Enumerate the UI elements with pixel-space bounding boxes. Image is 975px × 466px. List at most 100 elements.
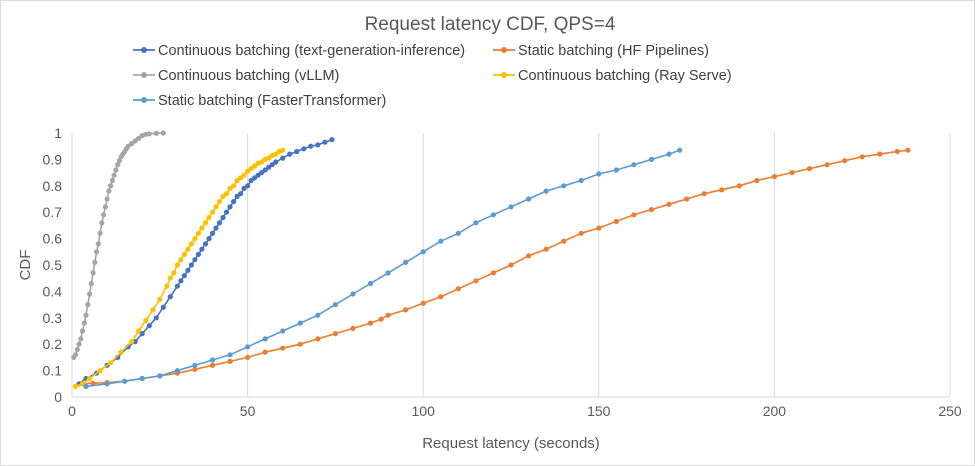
- legend-swatch-marker: [501, 72, 507, 78]
- data-point: [99, 220, 105, 226]
- data-point: [859, 154, 865, 160]
- data-point: [157, 296, 163, 302]
- data-point: [684, 196, 690, 202]
- data-point: [206, 236, 212, 242]
- data-point: [561, 238, 567, 244]
- data-point: [136, 135, 142, 141]
- data-point: [174, 368, 180, 374]
- legend-label: Continuous batching (text-generation-inf…: [158, 43, 465, 59]
- data-point: [297, 341, 303, 347]
- data-point: [181, 251, 187, 257]
- legend-swatch-marker: [141, 97, 147, 103]
- data-point: [185, 246, 191, 252]
- data-point: [315, 142, 321, 148]
- data-point: [231, 183, 237, 189]
- data-point: [195, 251, 201, 257]
- data-point: [146, 131, 152, 137]
- data-point: [72, 352, 79, 358]
- data-point: [578, 177, 584, 184]
- data-point: [280, 147, 286, 153]
- data-point: [209, 230, 216, 236]
- data-point: [842, 158, 848, 164]
- data-point: [174, 262, 180, 268]
- data-point: [350, 325, 356, 331]
- data-point: [178, 257, 184, 263]
- data-point: [79, 328, 86, 334]
- data-point: [115, 162, 121, 168]
- legend-swatch-marker: [141, 72, 147, 78]
- data-point: [631, 162, 637, 168]
- data-point: [736, 183, 742, 189]
- data-point: [385, 270, 391, 276]
- data-point: [245, 354, 251, 360]
- data-point: [701, 191, 707, 197]
- data-point: [420, 300, 426, 306]
- data-point: [153, 130, 159, 136]
- data-point: [508, 204, 514, 210]
- y-tick-label: 0.6: [43, 231, 63, 247]
- data-point: [350, 291, 356, 297]
- data-point: [473, 278, 479, 284]
- data-point: [209, 209, 216, 215]
- legend-label: Static batching (HF Pipelines): [518, 43, 709, 59]
- data-point: [76, 341, 82, 347]
- series-4: [72, 147, 286, 389]
- data-point: [199, 246, 205, 252]
- data-point: [259, 159, 265, 165]
- data-point: [104, 196, 110, 202]
- x-tick-label: 150: [587, 403, 611, 419]
- data-point: [666, 201, 672, 207]
- legend-label: Static batching (FasterTransformer): [158, 93, 386, 109]
- data-point: [613, 167, 620, 173]
- data-point: [108, 360, 114, 366]
- data-point: [262, 349, 268, 355]
- data-point: [262, 336, 268, 342]
- y-tick-label: 0.3: [43, 310, 63, 326]
- data-point: [297, 320, 303, 326]
- data-point: [262, 167, 268, 173]
- y-tick-label: 0.2: [43, 336, 63, 352]
- data-point: [223, 209, 230, 215]
- data-point: [185, 267, 191, 273]
- data-point: [329, 137, 335, 143]
- x-tick-label: 0: [68, 403, 76, 419]
- data-point: [578, 230, 584, 236]
- data-point: [85, 302, 91, 308]
- data-point: [202, 241, 209, 247]
- data-point: [199, 225, 205, 231]
- x-tick-label: 200: [763, 403, 787, 419]
- data-point: [438, 238, 444, 244]
- series-1: [76, 137, 335, 387]
- data-point: [113, 167, 119, 173]
- data-point: [301, 146, 307, 152]
- legend-item: Continuous batching (text-generation-inf…: [133, 43, 465, 59]
- data-point: [97, 230, 103, 236]
- data-point: [824, 162, 830, 168]
- data-point: [631, 212, 637, 218]
- legend-item: Continuous batching (Ray Serve): [493, 68, 732, 84]
- data-point: [241, 172, 247, 178]
- legend-item: Continuous batching (vLLM): [133, 68, 339, 84]
- data-point: [273, 159, 279, 165]
- y-tick-label: 0.9: [43, 151, 63, 167]
- data-point: [455, 286, 461, 292]
- data-point: [213, 225, 219, 231]
- data-point: [385, 312, 391, 318]
- data-point: [83, 383, 89, 389]
- data-point: [157, 373, 163, 379]
- data-point: [771, 174, 778, 180]
- data-point: [167, 275, 173, 281]
- data-point: [308, 143, 314, 149]
- data-point: [104, 381, 110, 387]
- data-point: [245, 183, 251, 189]
- legend-swatch-marker: [501, 47, 507, 53]
- data-point: [561, 183, 567, 189]
- data-point: [88, 280, 94, 287]
- series-line: [75, 149, 283, 388]
- data-point: [420, 249, 426, 255]
- data-point: [223, 191, 230, 197]
- data-point: [106, 188, 112, 194]
- data-point: [280, 328, 286, 334]
- data-point: [227, 358, 233, 364]
